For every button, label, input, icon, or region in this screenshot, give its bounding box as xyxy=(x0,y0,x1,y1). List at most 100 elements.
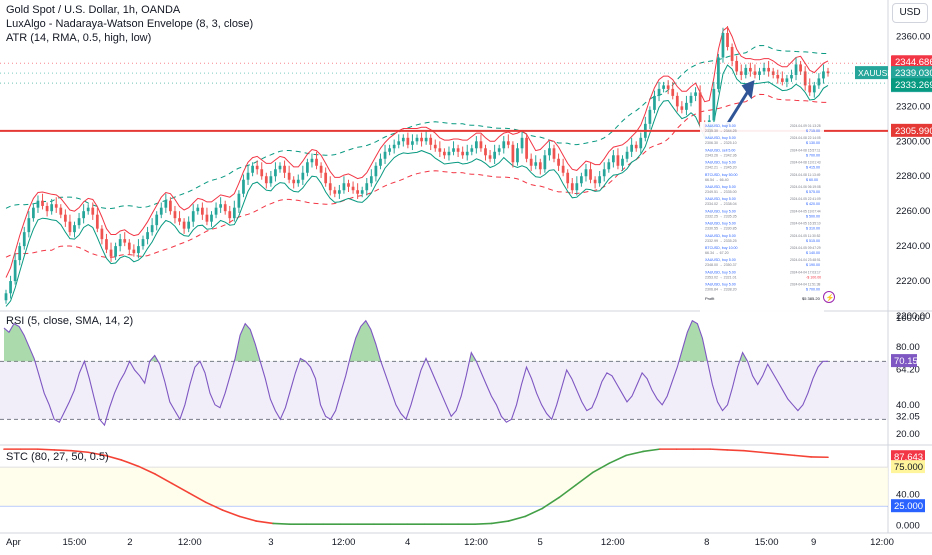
candle[interactable] xyxy=(269,176,272,183)
candle[interactable] xyxy=(32,208,35,218)
candle[interactable] xyxy=(375,166,378,176)
candle[interactable] xyxy=(292,180,295,183)
candle[interactable] xyxy=(132,250,135,253)
candle[interactable] xyxy=(475,141,478,148)
candle[interactable] xyxy=(123,239,126,242)
candle[interactable] xyxy=(164,201,167,208)
candle[interactable] xyxy=(119,239,122,246)
candle[interactable] xyxy=(101,229,104,239)
candle[interactable] xyxy=(187,222,190,229)
candle[interactable] xyxy=(306,162,309,172)
candle[interactable] xyxy=(274,169,277,176)
candle[interactable] xyxy=(206,215,209,222)
candle[interactable] xyxy=(699,92,702,123)
candle[interactable] xyxy=(767,68,770,71)
candle[interactable] xyxy=(343,183,346,190)
candle[interactable] xyxy=(69,222,72,232)
candle[interactable] xyxy=(553,148,556,158)
candle[interactable] xyxy=(142,239,145,246)
candle[interactable] xyxy=(607,162,610,169)
candle[interactable] xyxy=(658,89,661,96)
candle[interactable] xyxy=(580,176,583,183)
candle[interactable] xyxy=(521,138,524,148)
candle[interactable] xyxy=(256,166,259,169)
candle[interactable] xyxy=(649,110,652,124)
candle[interactable] xyxy=(530,159,533,166)
candle[interactable] xyxy=(621,159,624,166)
candle[interactable] xyxy=(347,183,350,186)
candle[interactable] xyxy=(434,145,437,148)
candle[interactable] xyxy=(114,246,117,256)
candle[interactable] xyxy=(14,260,17,281)
candle[interactable] xyxy=(110,250,113,257)
candle[interactable] xyxy=(799,64,802,71)
candle[interactable] xyxy=(690,96,693,103)
candle[interactable] xyxy=(429,138,432,145)
candle[interactable] xyxy=(18,246,21,260)
candle[interactable] xyxy=(557,159,560,166)
candle[interactable] xyxy=(210,215,213,222)
candle[interactable] xyxy=(461,152,464,155)
candle[interactable] xyxy=(443,152,446,155)
candle[interactable] xyxy=(411,141,414,144)
candle[interactable] xyxy=(283,166,286,173)
candle[interactable] xyxy=(265,176,268,183)
candle[interactable] xyxy=(178,218,181,221)
candle[interactable] xyxy=(676,96,679,106)
candle[interactable] xyxy=(356,190,359,193)
candle[interactable] xyxy=(78,218,81,225)
candle[interactable] xyxy=(279,166,282,169)
candle[interactable] xyxy=(169,201,172,211)
candle[interactable] xyxy=(388,148,391,151)
candle[interactable] xyxy=(402,138,405,141)
candle[interactable] xyxy=(480,141,483,148)
candle[interactable] xyxy=(320,166,323,173)
candle[interactable] xyxy=(329,183,332,190)
candle[interactable] xyxy=(754,71,757,74)
candle[interactable] xyxy=(507,141,510,144)
rsi-panel[interactable] xyxy=(0,321,888,425)
candle[interactable] xyxy=(630,145,633,152)
candle[interactable] xyxy=(448,152,451,155)
symbol-title[interactable]: Gold Spot / U.S. Dollar, 1h, OANDA xyxy=(6,3,253,17)
candle[interactable] xyxy=(534,162,537,165)
candle[interactable] xyxy=(639,138,642,148)
candle[interactable] xyxy=(333,190,336,193)
candle[interactable] xyxy=(201,208,204,215)
candle[interactable] xyxy=(64,215,67,222)
candle[interactable] xyxy=(589,169,592,179)
candle[interactable] xyxy=(790,75,793,78)
candle[interactable] xyxy=(438,148,441,151)
candle[interactable] xyxy=(712,89,715,120)
atr-indicator-label[interactable]: ATR (14, RMA, 0.5, high, low) xyxy=(6,31,253,45)
candle[interactable] xyxy=(242,180,245,194)
candle[interactable] xyxy=(91,208,94,215)
candle[interactable] xyxy=(297,180,300,183)
candle[interactable] xyxy=(219,204,222,207)
candle[interactable] xyxy=(502,141,505,148)
candle[interactable] xyxy=(128,243,131,250)
candle[interactable] xyxy=(457,148,460,151)
candle[interactable] xyxy=(571,183,574,190)
candle[interactable] xyxy=(82,211,85,218)
candle[interactable] xyxy=(155,215,158,225)
candle[interactable] xyxy=(617,155,620,165)
candle[interactable] xyxy=(137,246,140,253)
candle[interactable] xyxy=(694,92,697,95)
candle[interactable] xyxy=(73,225,76,232)
candle[interactable] xyxy=(489,155,492,158)
candle[interactable] xyxy=(575,183,578,190)
candle[interactable] xyxy=(667,85,670,88)
candle[interactable] xyxy=(393,145,396,148)
candle[interactable] xyxy=(493,152,496,159)
candle[interactable] xyxy=(685,103,688,110)
candle[interactable] xyxy=(41,201,44,206)
candle[interactable] xyxy=(338,190,341,193)
candle[interactable] xyxy=(470,148,473,151)
candle[interactable] xyxy=(174,211,177,218)
candle[interactable] xyxy=(543,155,546,169)
stc-panel[interactable] xyxy=(0,449,888,524)
candle[interactable] xyxy=(662,85,665,88)
candle[interactable] xyxy=(635,145,638,148)
